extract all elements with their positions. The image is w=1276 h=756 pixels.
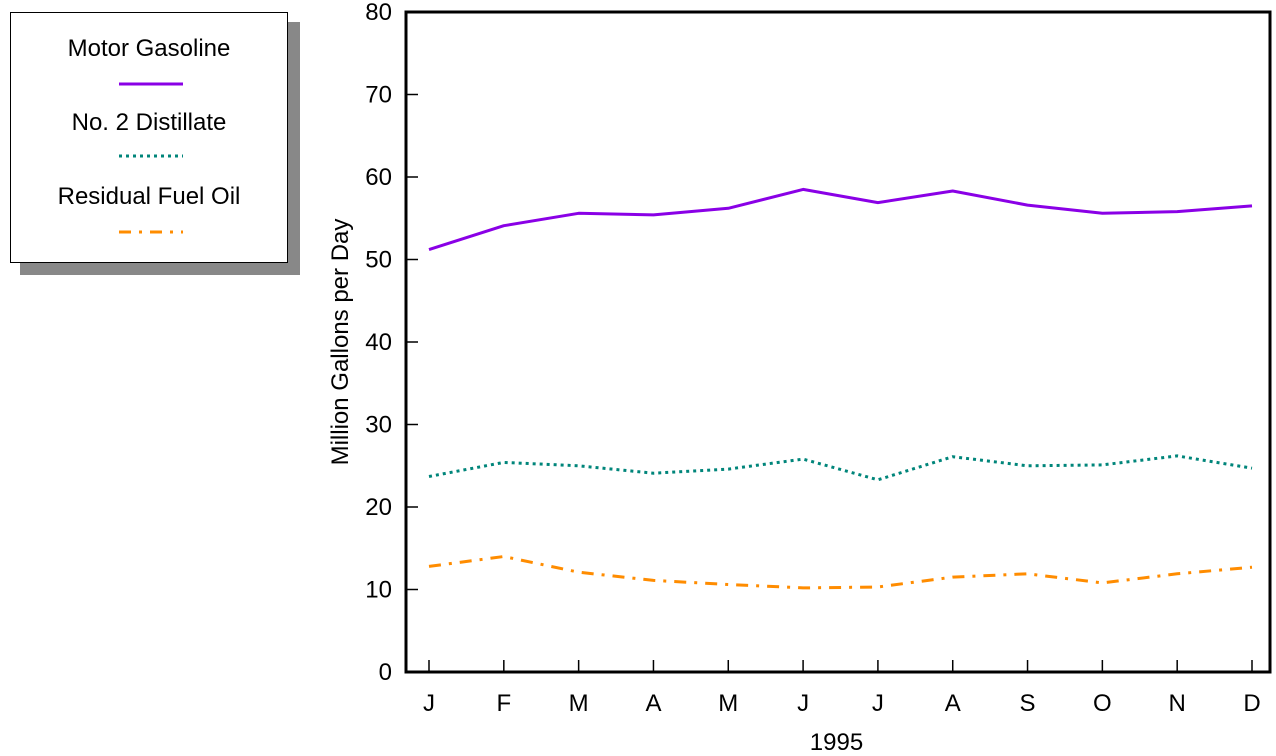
y-tick-label: 40 [365, 329, 392, 356]
series-line-0 [428, 187, 1253, 252]
legend-label-no2-distillate: No. 2 Distillate [71, 109, 227, 136]
x-axis-label: 1995 [810, 729, 863, 756]
x-tick-label: M [718, 690, 738, 717]
y-tick-label: 20 [365, 494, 392, 521]
legend-label-motor-gasoline: Motor Gasoline [67, 35, 231, 62]
legend-swatch-motor-gasoline [119, 82, 183, 86]
x-tick-label: F [496, 690, 511, 717]
x-tick-label: N [1169, 690, 1186, 717]
series-lines [428, 187, 1253, 590]
x-tick-label: M [569, 690, 589, 717]
plot-area-frame [404, 10, 1272, 674]
x-tick-label: S [1020, 690, 1036, 717]
x-tick-label: D [1243, 690, 1260, 717]
x-tick-label: A [645, 690, 661, 717]
x-tick-label: A [945, 690, 961, 717]
y-tick-label: 30 [365, 412, 392, 439]
series-line-2 [428, 555, 1253, 590]
y-tick-label: 50 [365, 247, 392, 274]
y-tick-label: 60 [365, 164, 392, 191]
legend-label-residual-fuel-oil: Residual Fuel Oil [57, 183, 241, 210]
y-tick-label: 80 [365, 0, 392, 26]
y-axis-ticks: 0 10 20 30 40 50 60 70 80 [365, 0, 418, 686]
legend: Motor Gasoline No. 2 Distillate Residual… [10, 12, 288, 263]
y-tick-label: 10 [365, 577, 392, 604]
y-axis-label: Million Gallons per Day [327, 219, 354, 466]
y-tick-label: 0 [379, 659, 392, 686]
x-tick-label: O [1093, 690, 1112, 717]
x-tick-label: J [423, 690, 435, 717]
y-tick-label: 70 [365, 82, 392, 109]
series-line-1 [428, 454, 1253, 482]
legend-swatch-no2-distillate [119, 154, 183, 158]
legend-swatch-residual-fuel-oil [119, 230, 183, 234]
x-tick-label: J [872, 690, 884, 717]
x-tick-label: J [797, 690, 809, 717]
